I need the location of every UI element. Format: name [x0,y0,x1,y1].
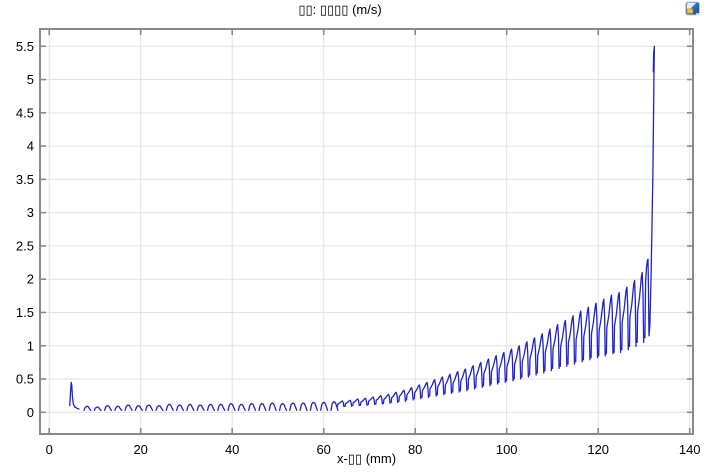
x-tick-label: 60 [316,442,330,457]
plot-window-icon[interactable] [683,1,702,18]
x-tick-label: 80 [408,442,422,457]
y-tick-label: 1.5 [16,305,34,320]
y-tick-label: 1 [27,338,34,353]
y-tick-label: 4.5 [16,105,34,120]
y-tick-label: 3.5 [16,172,34,187]
x-tick-label: 100 [496,442,518,457]
y-tick-label: 2 [27,272,34,287]
y-tick-label: 0.5 [16,372,34,387]
x-axis-title: x-▯▯ (mm) [336,451,397,466]
x-tick-label: 140 [679,442,701,457]
x-tick-label: 0 [46,442,53,457]
x-tick-label: 40 [225,442,239,457]
y-tick-label: 5.5 [16,39,34,54]
velocity-line-series [69,45,656,411]
x-tick-label: 20 [133,442,147,457]
x-tick-label: 120 [587,442,609,457]
plot-title: ▯▯: ▯▯▯▯ (m/s) [298,2,382,17]
y-tick-label: 2.5 [16,238,34,253]
y-tick-label: 4 [27,139,34,154]
plot-frame [39,28,694,435]
y-tick-label: 5 [27,72,34,87]
window-glyph-icon [685,1,700,16]
y-tick-label: 0 [27,405,34,420]
y-tick-label: 3 [27,205,34,220]
